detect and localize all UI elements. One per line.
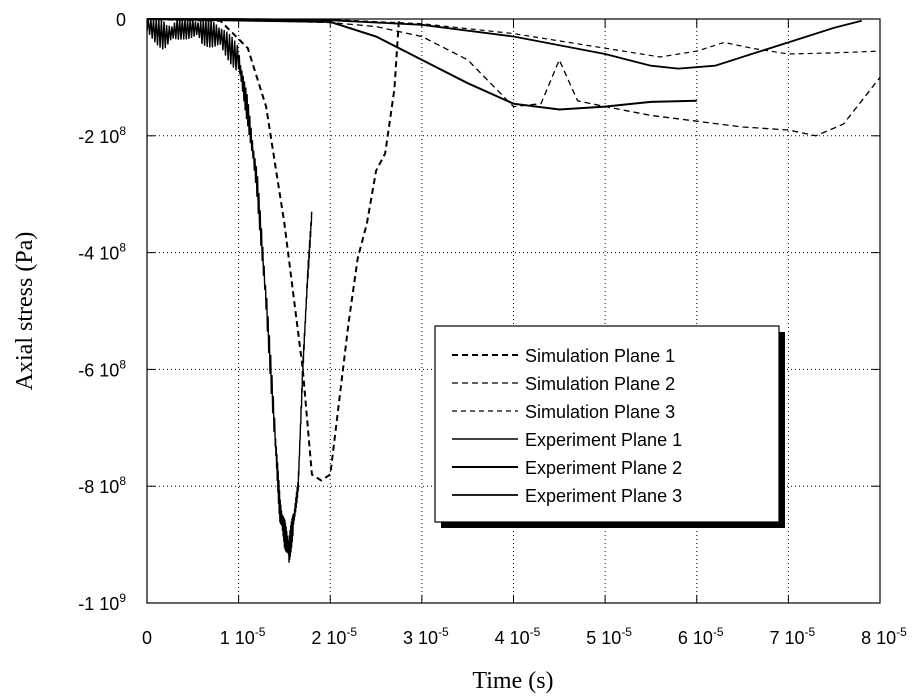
legend-label: Simulation Plane 3 bbox=[525, 402, 675, 422]
y-tick-label: -6 108 bbox=[78, 357, 126, 380]
series-line-6 bbox=[147, 18, 862, 70]
y-tick-label: -2 108 bbox=[78, 124, 126, 147]
x-tick-label: 3 10-5 bbox=[403, 625, 449, 648]
legend-box bbox=[434, 325, 780, 523]
tick-layer bbox=[146, 18, 881, 604]
x-tick-label: 7 10-5 bbox=[770, 625, 816, 648]
series-line-5 bbox=[146, 18, 697, 111]
series-line-4 bbox=[146, 18, 313, 563]
x-tick-label: 2 10-5 bbox=[311, 625, 357, 648]
legend-label: Experiment Plane 1 bbox=[525, 430, 682, 450]
x-tick-label: 1 10-5 bbox=[220, 625, 266, 648]
x-tick-label: 0 bbox=[142, 628, 152, 648]
legend-label: Simulation Plane 2 bbox=[525, 374, 675, 394]
series-layer bbox=[146, 18, 881, 563]
legend-label: Experiment Plane 3 bbox=[525, 486, 682, 506]
y-axis-title: Axial stress (Pa) bbox=[12, 232, 38, 391]
x-tick-labels: 0 1 10-5 2 10-5 3 10-5 4 10-5 5 10-5 6 10-5 7 1… bbox=[142, 625, 907, 648]
y-tick-labels: 0 -2 108 -4 108 -6 108 -8 108 -1 109 bbox=[78, 10, 126, 614]
y-tick-label: -1 109 bbox=[78, 591, 126, 614]
series-line-2 bbox=[146, 18, 881, 137]
x-tick-label: 4 10-5 bbox=[495, 625, 541, 648]
grid-layer bbox=[147, 19, 880, 603]
x-tick-label: 8 10-5 bbox=[861, 625, 907, 648]
legend: Simulation Plane 1 Simulation Plane 2 Simu… bbox=[434, 325, 785, 528]
x-axis-title: Time (s) bbox=[472, 668, 553, 694]
legend-label: Simulation Plane 1 bbox=[525, 346, 675, 366]
y-tick-label: 0 bbox=[116, 10, 126, 30]
y-tick-label: -4 108 bbox=[78, 241, 126, 264]
legend-label: Experiment Plane 2 bbox=[525, 458, 682, 478]
series-line-1 bbox=[146, 18, 400, 482]
y-tick-label: -8 108 bbox=[78, 474, 126, 497]
x-tick-label: 6 10-5 bbox=[678, 625, 724, 648]
x-tick-label: 5 10-5 bbox=[586, 625, 632, 648]
